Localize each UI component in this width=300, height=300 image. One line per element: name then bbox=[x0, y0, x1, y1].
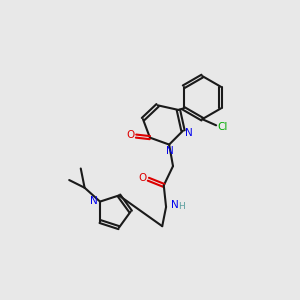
Text: N: N bbox=[90, 196, 98, 206]
Text: Cl: Cl bbox=[217, 122, 227, 132]
Text: H: H bbox=[178, 202, 185, 211]
Text: N: N bbox=[171, 200, 179, 210]
Text: O: O bbox=[127, 130, 135, 140]
Text: N: N bbox=[185, 128, 193, 138]
Text: O: O bbox=[139, 173, 147, 183]
Text: N: N bbox=[166, 146, 174, 156]
